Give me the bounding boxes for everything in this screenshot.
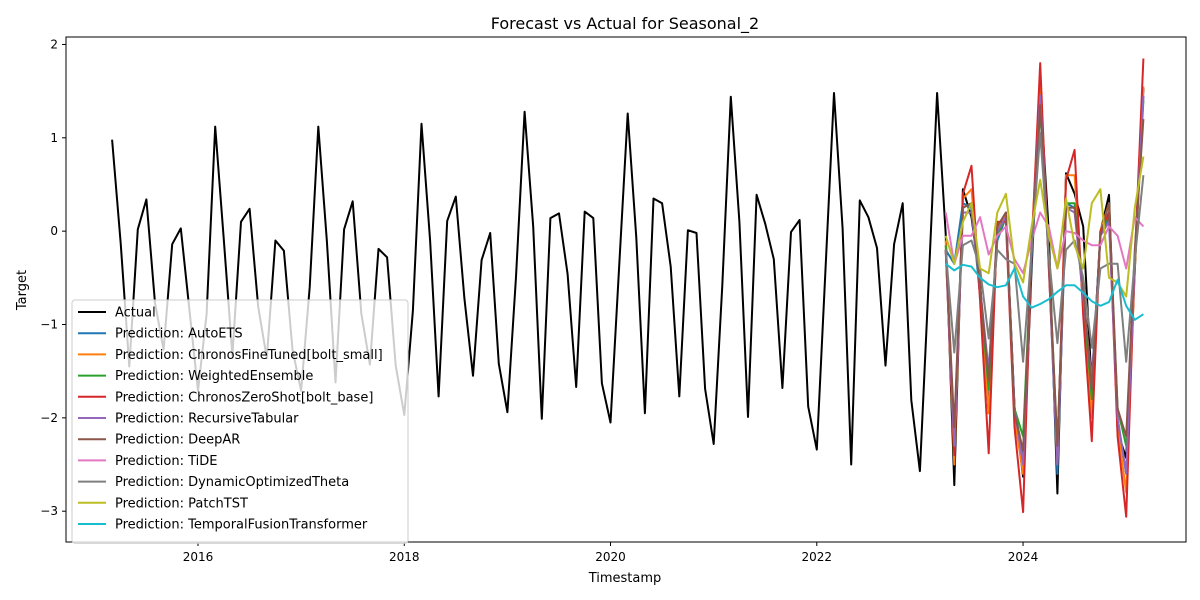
plot-area: 2016 2018 2020 2022 2024 −3 −2 −1 0 1 2 — [40, 36, 1187, 564]
x-tick-label: 2024 — [1008, 550, 1039, 564]
legend-label: Prediction: WeightedEnsemble — [115, 369, 313, 384]
legend-label: Prediction: AutoETS — [115, 327, 243, 342]
y-axis-ticks: −3 −2 −1 0 1 2 — [40, 37, 66, 518]
x-tick-label: 2020 — [595, 550, 626, 564]
x-tick-label: 2016 — [183, 550, 214, 564]
series-line-prediction-8 — [944, 156, 1145, 298]
y-tick-label: −3 — [40, 504, 58, 518]
chart-legend: Actual Prediction: AutoETS Prediction: Chr… — [71, 299, 409, 544]
legend-label: Actual — [115, 306, 156, 321]
legend-box — [71, 299, 409, 544]
legend-label: Prediction: PatchTST — [115, 496, 248, 511]
series-line-prediction-9 — [945, 263, 1144, 321]
y-tick-label: −1 — [40, 318, 58, 332]
x-tick-label: 2018 — [389, 550, 420, 564]
x-axis-label: Timestamp — [588, 571, 662, 586]
y-tick-label: −2 — [40, 411, 58, 425]
x-axis-ticks: 2016 2018 2020 2022 2024 — [183, 542, 1039, 564]
y-tick-label: 1 — [50, 131, 58, 145]
legend-label: Prediction: DynamicOptimizedTheta — [115, 475, 349, 490]
legend-label: Prediction: TiDE — [115, 454, 217, 469]
series-layer — [111, 58, 1145, 518]
legend-label: Prediction: ChronosZeroShot[bolt_base] — [115, 390, 373, 405]
legend-label: Prediction: ChronosFineTuned[bolt_small] — [115, 348, 383, 363]
series-line-prediction-6 — [944, 211, 1145, 275]
y-tick-label: 2 — [50, 37, 58, 51]
y-tick-label: 0 — [50, 224, 58, 238]
y-axis-label: Target — [15, 270, 30, 311]
x-tick-label: 2022 — [802, 550, 833, 564]
axes-frame — [65, 36, 1187, 543]
legend-label: Prediction: DeepAR — [115, 433, 240, 448]
chart-title: Forecast vs Actual for Seasonal_2 — [491, 14, 759, 34]
legend-label: Prediction: RecursiveTabular — [115, 412, 299, 427]
legend-label: Prediction: TemporalFusionTransformer — [115, 518, 368, 533]
